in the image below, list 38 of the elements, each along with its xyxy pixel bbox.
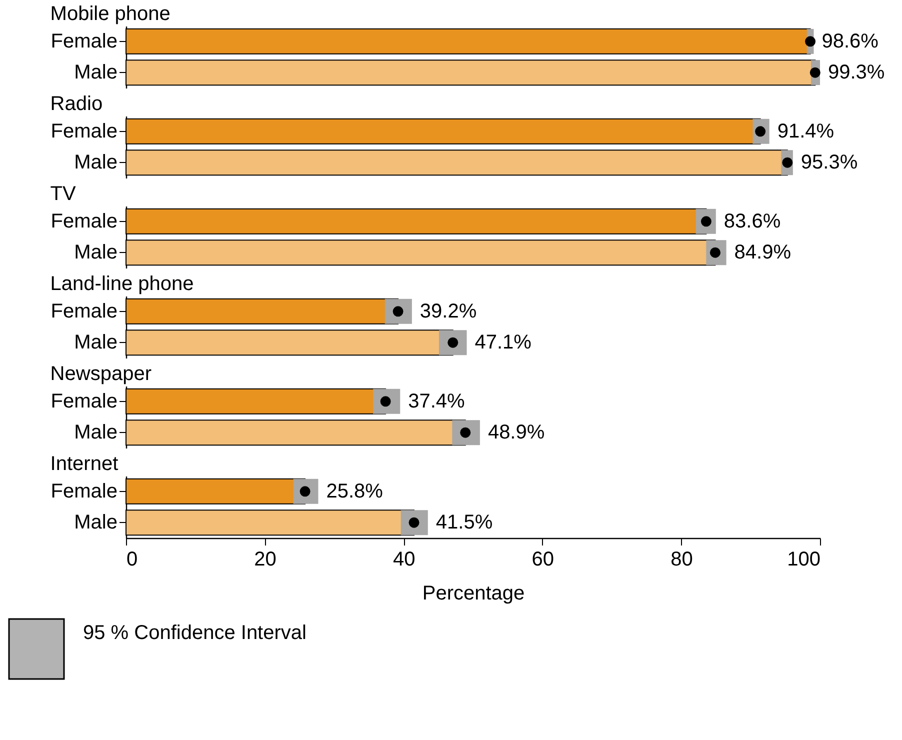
chart-title: Internet bbox=[50, 453, 119, 475]
x-tick-label: 20 bbox=[254, 548, 276, 570]
y-tick-label: Female bbox=[50, 390, 118, 412]
y-tick-label: Female bbox=[50, 120, 118, 142]
chart-title: TV bbox=[50, 183, 77, 205]
y-tick-label: Female bbox=[50, 210, 118, 232]
y-tick-label: Male bbox=[74, 152, 118, 174]
y-tick-label: Male bbox=[74, 422, 118, 444]
data-label: 37.4% bbox=[408, 390, 466, 412]
chart-title: Newspaper bbox=[50, 363, 152, 385]
chart-title: Radio bbox=[50, 93, 103, 115]
y-tick-label: Male bbox=[74, 62, 118, 84]
data-label: 91.4% bbox=[777, 120, 834, 142]
y-tick-label: Male bbox=[74, 512, 118, 534]
data-label: 99.3% bbox=[828, 62, 885, 84]
data-label: 83.6% bbox=[724, 210, 781, 232]
x-tick-label: 100 bbox=[787, 548, 820, 570]
x-tick-label: 80 bbox=[670, 548, 693, 570]
text: 95 % Confidence Interval bbox=[83, 622, 306, 644]
data-label: 84.9% bbox=[734, 242, 792, 264]
y-tick-label: Male bbox=[74, 242, 118, 264]
data-label: 47.1% bbox=[474, 332, 532, 354]
x-tick-label: 0 bbox=[126, 548, 138, 570]
y-tick-label: Male bbox=[74, 332, 118, 354]
data-label: 48.9% bbox=[488, 422, 545, 444]
x-axis-title: Percentage bbox=[422, 582, 525, 604]
data-label: 98.6% bbox=[822, 30, 879, 52]
y-tick-label: Female bbox=[50, 30, 118, 52]
data-label: 25.8% bbox=[326, 480, 384, 502]
x-tick-label: 40 bbox=[392, 548, 416, 570]
data-label: 39.2% bbox=[420, 300, 477, 322]
chart-title: Land-line phone bbox=[50, 273, 194, 295]
data-label: 95.3% bbox=[800, 152, 858, 174]
data-label: 41.5% bbox=[436, 512, 493, 534]
x-tick-label: 60 bbox=[532, 548, 554, 570]
chart-title: Mobile phone bbox=[50, 3, 170, 25]
y-tick-label: Female bbox=[50, 300, 118, 322]
y-tick-label: Female bbox=[50, 480, 118, 502]
